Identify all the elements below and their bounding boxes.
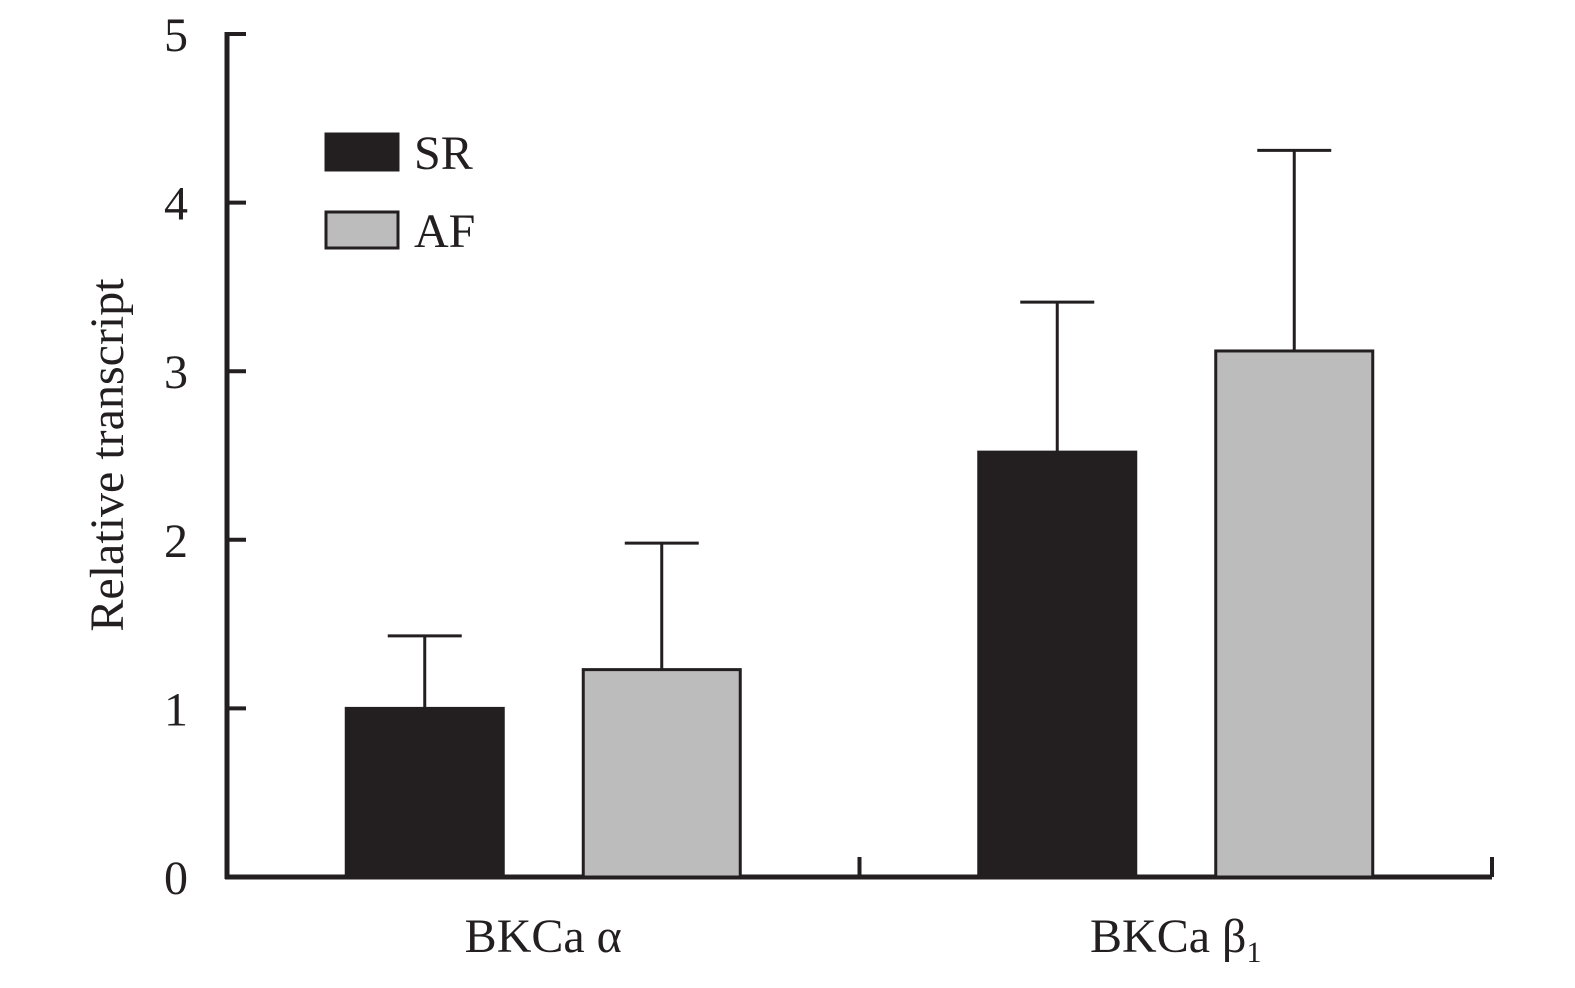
x-tick-label-1: BKCa β1 bbox=[1090, 910, 1261, 969]
legend-swatch-af bbox=[324, 210, 400, 250]
y-tick-label-5: 5 bbox=[164, 9, 188, 62]
legend-swatch-sr bbox=[324, 132, 400, 172]
legend-label-sr: SR bbox=[414, 127, 473, 180]
x-tick-label-0: BKCa α bbox=[465, 910, 622, 963]
legend-label-af: AF bbox=[414, 205, 475, 258]
y-tick-label-3: 3 bbox=[164, 346, 188, 399]
bar-af-1 bbox=[1214, 349, 1375, 879]
y-tick-label-1: 1 bbox=[164, 683, 188, 736]
bars bbox=[344, 148, 1375, 879]
bar-sr-0 bbox=[344, 706, 505, 879]
legend: SR AF bbox=[324, 127, 475, 258]
bar-sr-1 bbox=[977, 450, 1138, 879]
y-tick-label-4: 4 bbox=[164, 178, 188, 231]
bar-af-0 bbox=[581, 668, 742, 879]
y-tick-label-0: 0 bbox=[164, 852, 188, 905]
y-axis-label: Relative transcript bbox=[81, 278, 134, 632]
y-tick-label-2: 2 bbox=[164, 515, 188, 568]
